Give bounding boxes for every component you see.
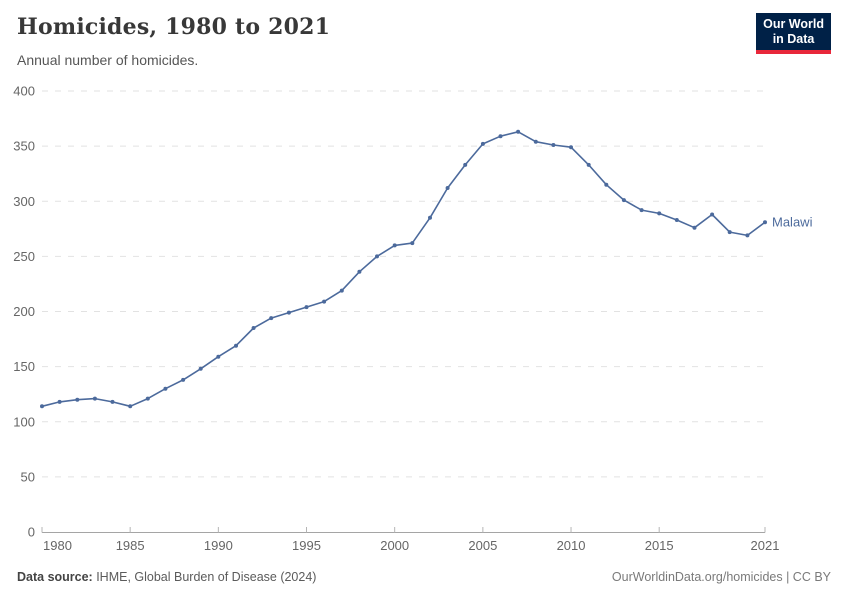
data-point[interactable] [639, 208, 644, 213]
data-point[interactable] [516, 129, 521, 134]
y-tick-label: 200 [13, 304, 35, 319]
data-point[interactable] [586, 162, 591, 167]
chart-title: Homicides, 1980 to 2021 [17, 14, 331, 40]
data-point[interactable] [57, 399, 62, 404]
data-point[interactable] [727, 230, 732, 235]
data-point[interactable] [322, 299, 327, 304]
data-point[interactable] [198, 366, 203, 371]
y-tick-label: 300 [13, 194, 35, 209]
y-tick-label: 250 [13, 249, 35, 264]
data-source-label: Data source: [17, 570, 93, 584]
data-point[interactable] [621, 198, 626, 203]
data-point[interactable] [657, 211, 662, 216]
x-tick-label: 2000 [380, 538, 409, 553]
data-point[interactable] [181, 377, 186, 382]
data-point[interactable] [410, 241, 415, 246]
data-point[interactable] [92, 396, 97, 401]
data-point[interactable] [304, 305, 309, 310]
x-tick-label: 1995 [292, 538, 321, 553]
x-tick-label: 2010 [557, 538, 586, 553]
y-tick-label: 50 [21, 469, 35, 484]
data-point[interactable] [674, 218, 679, 222]
y-tick-label: 100 [13, 414, 35, 429]
data-point[interactable] [392, 243, 397, 248]
data-point[interactable] [216, 354, 221, 359]
data-point[interactable] [692, 225, 697, 230]
data-point[interactable] [445, 186, 450, 190]
chart-subtitle: Annual number of homicides. [17, 52, 199, 68]
y-tick-label: 150 [13, 359, 35, 374]
series-line[interactable] [41, 131, 766, 408]
x-tick-label: 2015 [645, 538, 674, 553]
data-source-note: Data source: IHME, Global Burden of Dise… [17, 570, 316, 584]
data-point[interactable] [428, 215, 432, 220]
owid-logo-line1: Our World [763, 17, 824, 31]
data-source-value: IHME, Global Burden of Disease (2024) [92, 570, 317, 584]
x-tick-label: 1990 [204, 538, 233, 553]
data-point[interactable] [357, 269, 362, 274]
data-point[interactable] [710, 212, 715, 217]
data-point[interactable] [763, 220, 767, 225]
data-point[interactable] [569, 145, 573, 150]
data-point[interactable] [551, 143, 556, 147]
credit-link[interactable]: OurWorldinData.org/homicides | CC BY [611, 570, 831, 584]
data-point[interactable] [128, 404, 133, 409]
data-point[interactable] [375, 254, 379, 259]
x-tick-label: 2021 [751, 538, 780, 553]
data-point[interactable] [480, 141, 485, 146]
x-tick-label: 1985 [116, 538, 145, 553]
data-point[interactable] [40, 404, 44, 409]
owid-logo[interactable]: Our World in Data [756, 13, 831, 54]
data-point[interactable] [75, 397, 80, 402]
data-point[interactable] [463, 162, 468, 167]
data-point[interactable] [163, 386, 168, 391]
x-tick-label: 2005 [468, 538, 497, 553]
data-point[interactable] [745, 233, 750, 238]
data-point[interactable] [234, 343, 238, 348]
data-point[interactable] [498, 134, 503, 139]
data-point[interactable] [286, 310, 291, 315]
data-point[interactable] [110, 399, 115, 404]
y-tick-label: 400 [13, 84, 35, 99]
x-tick-label: 1980 [43, 538, 72, 553]
owid-logo-line2: in Data [772, 32, 815, 46]
data-point[interactable] [251, 326, 256, 330]
data-point[interactable] [533, 139, 538, 144]
series-end-label[interactable]: Malawi [772, 215, 813, 230]
data-point[interactable] [604, 182, 609, 187]
data-point[interactable] [339, 288, 344, 293]
y-tick-label: 0 [28, 525, 35, 540]
y-tick-label: 350 [13, 139, 35, 154]
data-point[interactable] [269, 316, 274, 321]
data-point[interactable] [145, 396, 150, 401]
